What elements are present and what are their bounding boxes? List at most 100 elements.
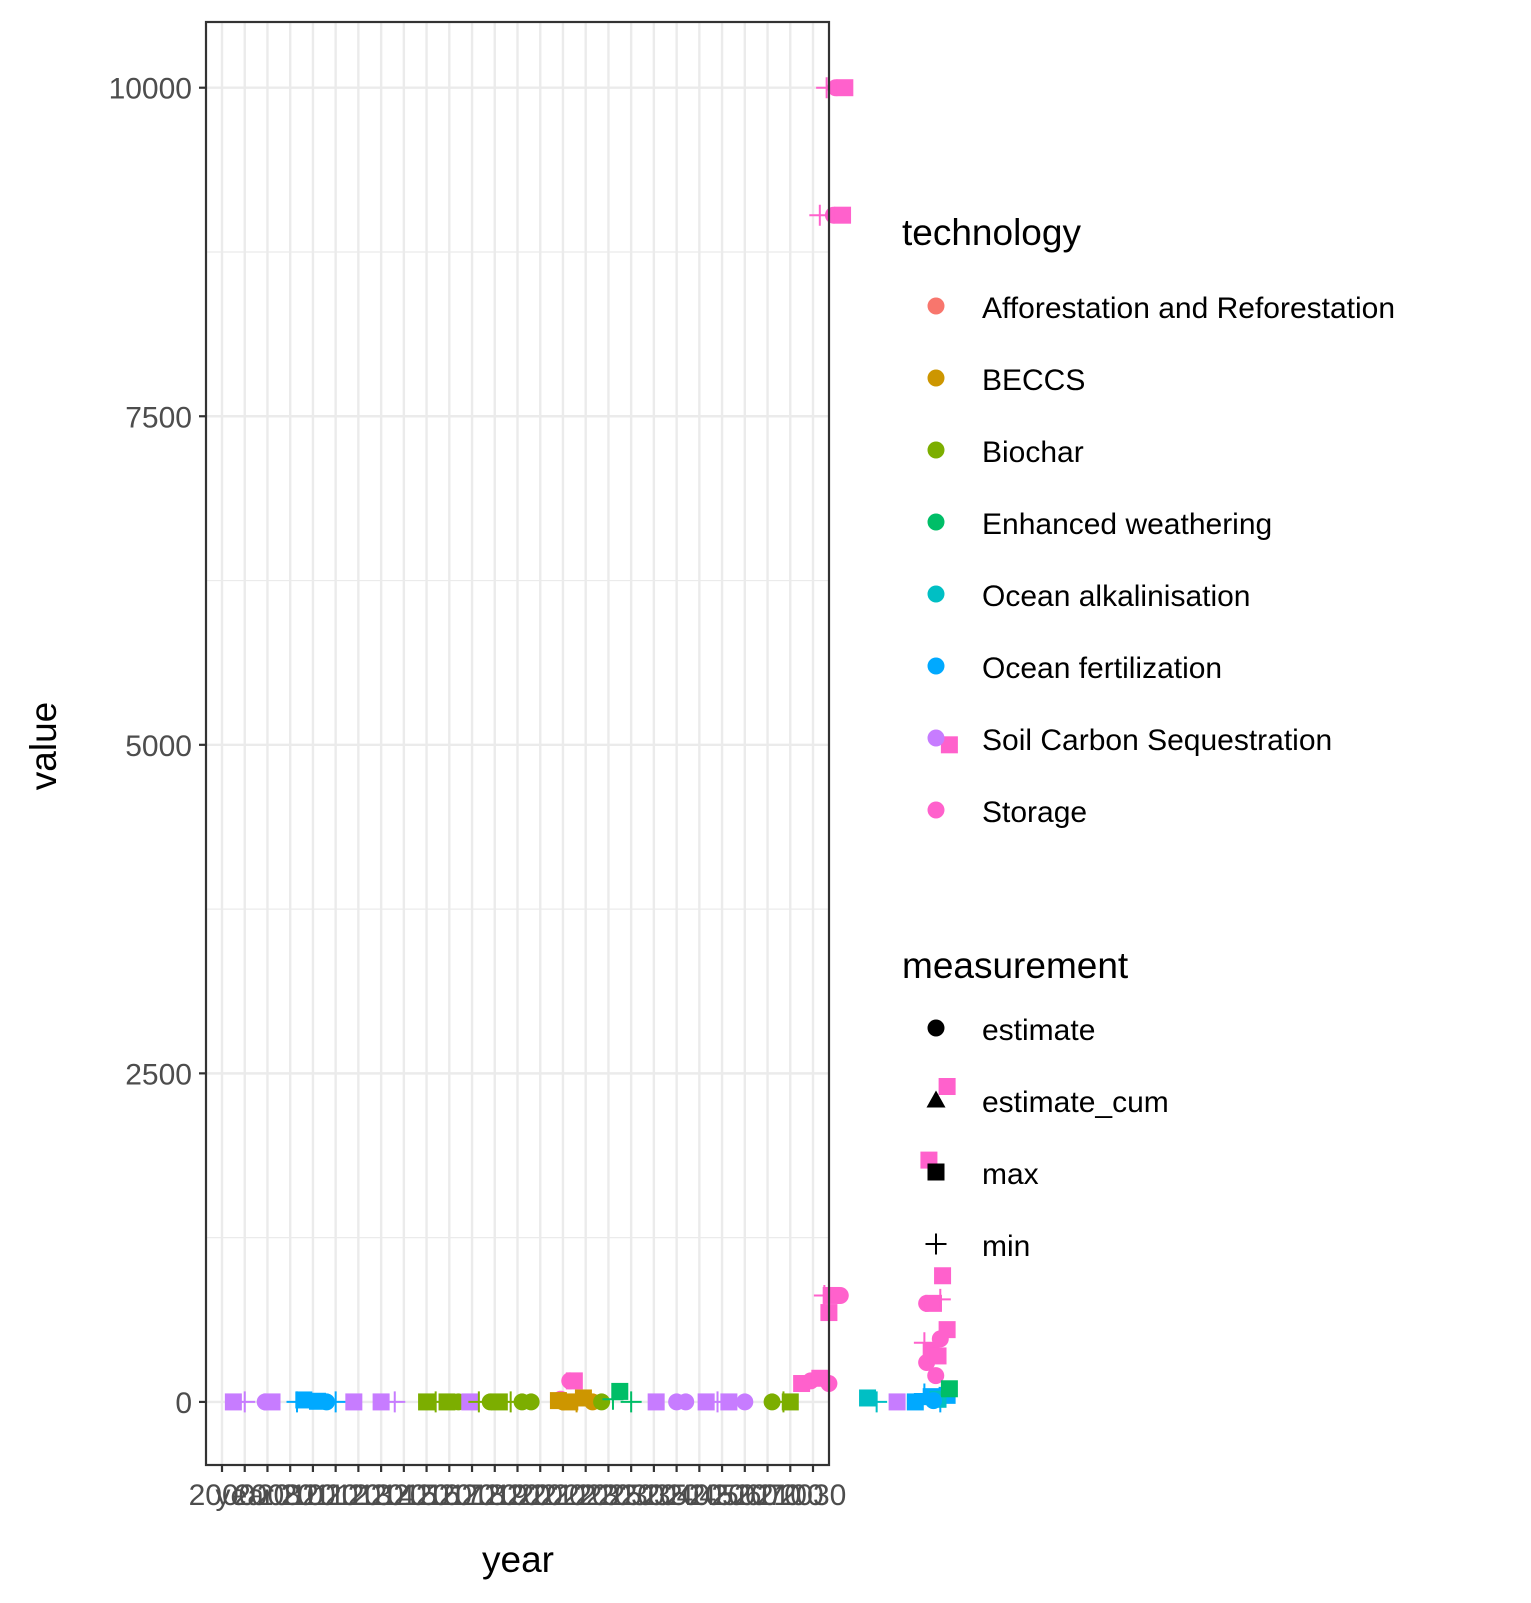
x-tick-label: 2030 xyxy=(780,1479,847,1512)
data-point xyxy=(325,1391,347,1413)
legend-measurement-label: min xyxy=(982,1230,1030,1263)
legend-measurement-label: estimate_cum xyxy=(982,1086,1169,1119)
legend-technology-label: Biochar xyxy=(982,436,1084,469)
data-point xyxy=(934,1267,952,1285)
data-point xyxy=(384,1391,406,1413)
data-point xyxy=(927,1367,945,1385)
legend-measurement-key xyxy=(925,1233,947,1255)
data-point xyxy=(929,1347,947,1365)
legend-technology-key xyxy=(927,441,945,459)
x-tick-label: 2000 xyxy=(189,1479,256,1512)
legend-technology-label: Ocean alkalinisation xyxy=(982,580,1251,613)
x-tick-label: 2010 xyxy=(257,1479,324,1512)
data-point xyxy=(345,1393,363,1411)
data-point xyxy=(565,1372,583,1390)
legend-technology-label: Ocean fertilization xyxy=(982,652,1222,685)
legend-technology-label: Soil Carbon Sequestration xyxy=(982,724,1332,757)
data-point xyxy=(831,1286,849,1304)
x-tick-label: 2021 xyxy=(507,1479,574,1512)
data-point xyxy=(924,1392,942,1410)
legend-technology-key xyxy=(927,729,945,747)
legend-technology-label: Storage xyxy=(982,796,1087,829)
data-point xyxy=(834,206,852,224)
legend-technology: technology Afforestation and Reforestati… xyxy=(902,212,1395,829)
data-point xyxy=(931,1330,949,1348)
data-point xyxy=(647,1393,665,1411)
x-tick-label: 2100 xyxy=(757,1479,824,1512)
x-tick-label: 2030 xyxy=(598,1479,665,1512)
data-point xyxy=(940,1380,958,1398)
data-point xyxy=(763,1393,781,1411)
data-point xyxy=(859,1389,877,1407)
data-point xyxy=(593,1393,611,1411)
data-point xyxy=(224,1393,242,1411)
legend-measurement-label: max xyxy=(982,1158,1039,1191)
grid-major xyxy=(206,22,829,1465)
x-tick-label: 2023 xyxy=(552,1479,619,1512)
x-tick-label: 2011 xyxy=(281,1479,346,1512)
legend-technology-title: technology xyxy=(902,212,1081,253)
legend-technology-key xyxy=(927,369,945,387)
legend-technology-label: Afforestation and Reforestation xyxy=(982,292,1395,325)
x-tick-label: 2035 xyxy=(621,1479,688,1512)
data-point xyxy=(263,1393,281,1411)
x-tick-label: 2025 xyxy=(575,1479,642,1512)
data-point xyxy=(490,1393,508,1411)
data-point xyxy=(522,1393,540,1411)
y-axis: 0 2500 5000 7500 10000 xyxy=(109,73,206,1420)
y-tick-label: 10000 xyxy=(109,73,192,106)
y-tick-label: 7500 xyxy=(125,401,192,434)
data-point xyxy=(888,1393,906,1411)
legend-technology-key xyxy=(927,657,945,675)
data-point xyxy=(620,1391,642,1413)
x-tick-label: 2014 xyxy=(348,1479,415,1512)
data-point xyxy=(866,1391,888,1413)
x-tick-label: 2012 xyxy=(302,1479,369,1512)
data-point xyxy=(697,1393,715,1411)
x-tick-label: 2019 xyxy=(461,1479,528,1512)
legend-measurement-key xyxy=(927,1019,945,1037)
legend-technology-key xyxy=(927,801,945,819)
y-axis-title: value xyxy=(23,702,64,790)
legend-technology-label: BECCS xyxy=(982,364,1085,397)
data-point xyxy=(940,736,958,754)
x-axis: 2000year20082010201120122013201420152016… xyxy=(189,1465,847,1512)
x-axis-title: year xyxy=(482,1539,554,1580)
x-tick-label: 2045 xyxy=(666,1479,733,1512)
y-tick-label: 0 xyxy=(175,1387,192,1420)
data-point xyxy=(295,1391,313,1409)
x-tick-label: year xyxy=(216,1479,274,1512)
plot-panel xyxy=(204,20,958,1467)
data-point xyxy=(938,1078,956,1096)
x-tick-label: 2020 xyxy=(484,1479,551,1512)
x-tick-label: 2016 xyxy=(393,1479,460,1512)
x-tick-label: 2017 xyxy=(416,1479,483,1512)
x-tick-label: 2022 xyxy=(530,1479,597,1512)
x-tick-label: 2050 xyxy=(689,1479,756,1512)
legend-measurement-label: estimate xyxy=(982,1014,1095,1047)
data-point xyxy=(836,79,854,97)
legend-measurement-key xyxy=(927,1163,945,1181)
x-tick-label: 2060 xyxy=(711,1479,778,1512)
data-point xyxy=(372,1393,390,1411)
data-point xyxy=(720,1393,738,1411)
x-tick-label: 2008 xyxy=(234,1479,301,1512)
data-point xyxy=(781,1393,799,1411)
legend-technology-key xyxy=(927,297,945,315)
y-tick-label: 2500 xyxy=(125,1058,192,1091)
data-point xyxy=(677,1393,695,1411)
legend-technology-key xyxy=(927,513,945,531)
x-tick-label: 2070 xyxy=(734,1479,801,1512)
legend-technology-label: Enhanced weathering xyxy=(982,508,1272,541)
x-tick-label: 2013 xyxy=(325,1479,392,1512)
y-tick-label: 5000 xyxy=(125,730,192,763)
x-tick-label: 2018 xyxy=(439,1479,506,1512)
x-tick-label: 2015 xyxy=(370,1479,437,1512)
x-tick-label: 2040 xyxy=(643,1479,710,1512)
data-point xyxy=(929,1288,951,1310)
data-point xyxy=(234,1391,256,1413)
legend-technology-items: Afforestation and Reforestation BECCS Bioc… xyxy=(927,292,1395,829)
